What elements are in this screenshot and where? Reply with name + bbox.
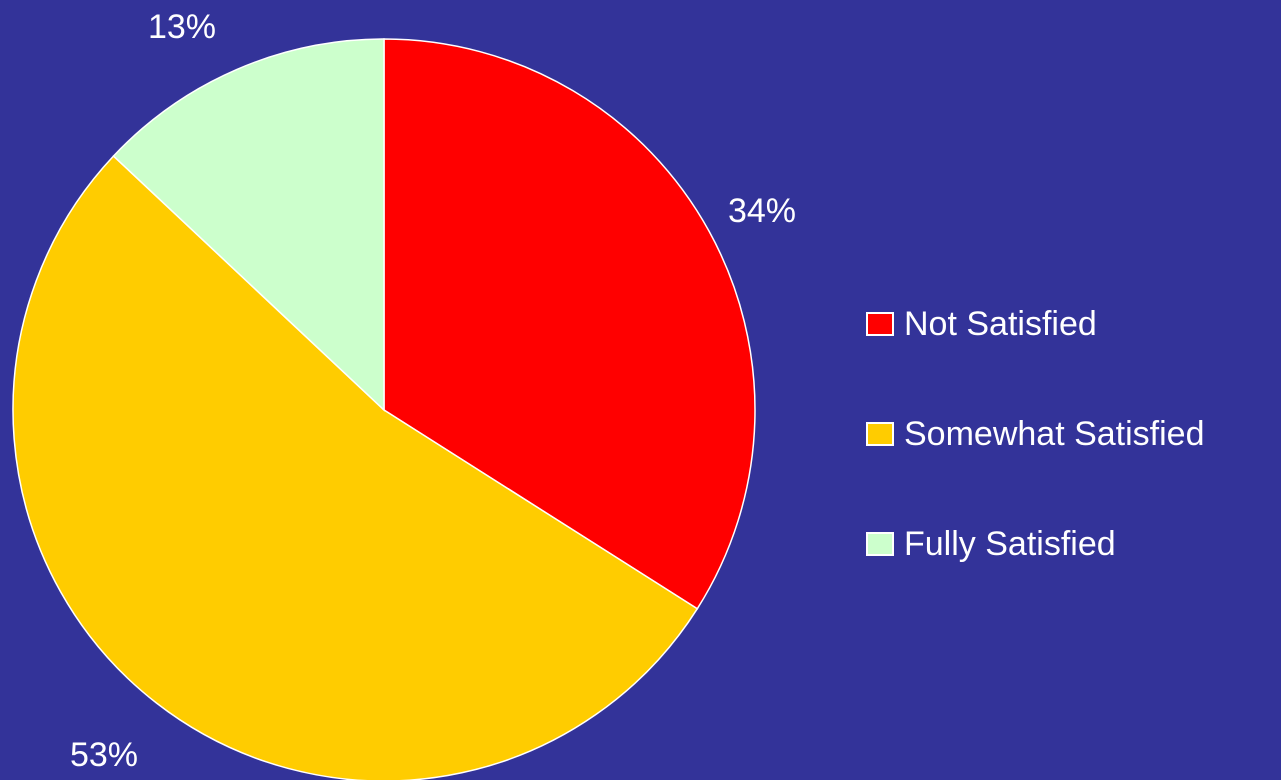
legend-swatch-not-satisfied xyxy=(866,312,894,336)
slice-value-label-not-satisfied: 34% xyxy=(728,192,796,230)
legend-item-not-satisfied: Not Satisfied xyxy=(866,300,1276,348)
legend-item-somewhat-satisfied: Somewhat Satisfied xyxy=(866,410,1276,458)
legend-swatch-somewhat-satisfied xyxy=(866,422,894,446)
pie-value-labels: 34% 53% 13% xyxy=(70,8,796,774)
legend-swatch-fully-satisfied xyxy=(866,532,894,556)
pie-slice-somewhat-satisfied xyxy=(12,154,699,780)
pie-slices xyxy=(12,38,756,780)
legend: Not Satisfied Somewhat Satisfied Fully S… xyxy=(866,300,1276,630)
legend-label-fully-satisfied: Fully Satisfied xyxy=(904,524,1116,563)
legend-label-not-satisfied: Not Satisfied xyxy=(904,304,1097,343)
pie-slice-not-satisfied xyxy=(383,38,756,610)
legend-label-somewhat-satisfied: Somewhat Satisfied xyxy=(904,414,1205,453)
legend-item-fully-satisfied: Fully Satisfied xyxy=(866,520,1276,568)
slice-value-label-somewhat-satisfied: 53% xyxy=(70,736,138,774)
slice-value-label-fully-satisfied: 13% xyxy=(148,8,216,46)
pie-slice-fully-satisfied xyxy=(112,38,385,412)
